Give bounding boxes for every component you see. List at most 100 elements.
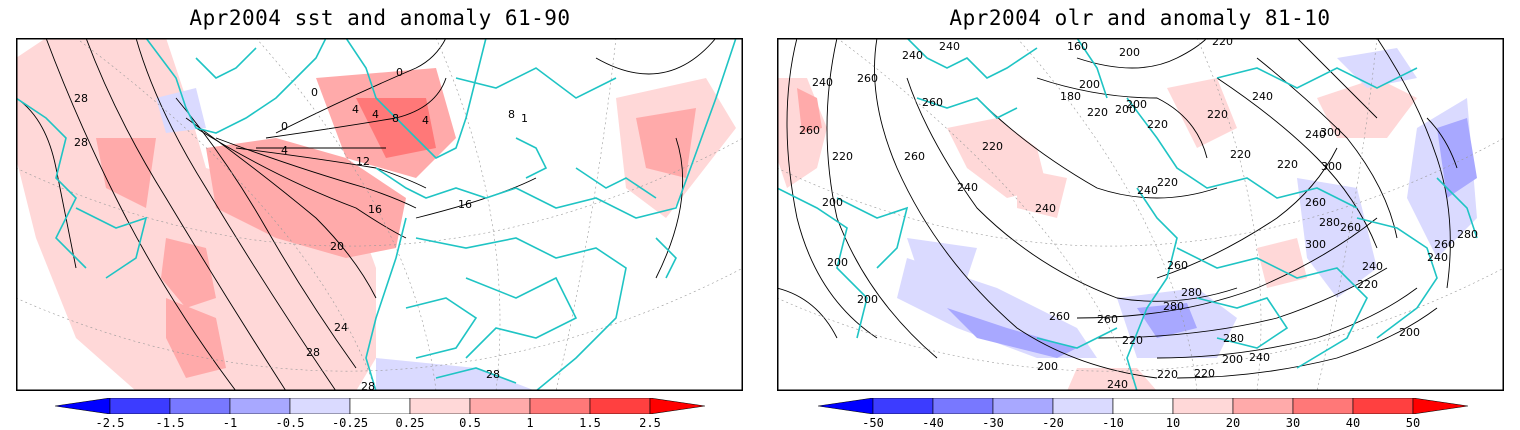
contour-label: 220 (1157, 176, 1178, 189)
colorbar-box (289, 398, 351, 414)
anomaly-area (1257, 238, 1307, 288)
contour-label: 240 (812, 76, 833, 89)
colorbar-arrow-high (649, 398, 705, 414)
contour-label: 200 (1119, 46, 1140, 59)
contour-label: 280 (1181, 286, 1202, 299)
contour-label: 240 (1362, 260, 1383, 273)
contour-label: 4 (352, 103, 359, 116)
colorbar-tick-label: -1 (222, 416, 238, 430)
contour-label: 28 (361, 380, 375, 391)
colorbar-box (1052, 398, 1114, 414)
contour-label: 8 (392, 112, 399, 125)
contour-label: 0 (396, 66, 403, 79)
contour-label: 28 (74, 92, 88, 105)
colorbar-tick-labels: -50 -40 -30 -20 -10 10 20 30 40 50 (818, 416, 1468, 430)
anomaly-area (1137, 303, 1197, 338)
colorbar-box (1352, 398, 1414, 414)
contour-label: 240 (1252, 90, 1273, 103)
contour-label: 220 (1147, 118, 1168, 131)
colorbar-box (1172, 398, 1234, 414)
colorbar-box (872, 398, 934, 414)
olr-panel: Apr2004 olr and anomaly 81-10 (760, 0, 1520, 430)
colorbar-arrow-low (55, 398, 111, 414)
colorbar-box (992, 398, 1054, 414)
contour-label: 240 (939, 40, 960, 53)
contour-label: 160 (1067, 40, 1088, 53)
contour-label: 240 (1305, 128, 1326, 141)
colorbar-tick-label: 50 (1405, 416, 1421, 430)
contour-label: 16 (368, 203, 382, 216)
colorbar (55, 398, 705, 414)
anomaly-area (206, 138, 406, 258)
colorbar-box (589, 398, 651, 414)
anomaly-area (947, 308, 1077, 358)
contour-label: 240 (902, 49, 923, 62)
colorbar-tick-label: -1.5 (155, 416, 185, 430)
anomaly-area (376, 358, 536, 391)
contour-label: 200 (827, 256, 848, 269)
anomaly-area (897, 258, 1097, 358)
colorbar-arrow-low (818, 398, 874, 414)
sst-map: 28 28 0 0 4 4 4 8 0 4 12 16 16 20 24 28 … (16, 38, 743, 391)
contour-label: 200 (1222, 353, 1243, 366)
contour-label: 24 (334, 321, 348, 334)
contour-label: 20 (330, 240, 344, 253)
contour-label: 260 (1340, 221, 1361, 234)
contour-label: 1 (521, 112, 528, 125)
colorbar-tick-label: -40 (922, 416, 944, 430)
contour-label: 260 (1167, 259, 1188, 272)
colorbar-box (469, 398, 531, 414)
contour-label: 260 (1049, 310, 1070, 323)
anomaly-area (1437, 118, 1477, 198)
colorbar-box (229, 398, 291, 414)
contour-label: 28 (74, 136, 88, 149)
colorbar-tick-label: 0.25 (395, 416, 425, 430)
anomaly-area (16, 38, 376, 391)
colorbar-box (1112, 398, 1174, 414)
contour-label: 220 (1357, 278, 1378, 291)
anomaly-area (797, 88, 822, 133)
contour-label: 28 (306, 346, 320, 359)
colorbar-tick-label: -10 (1102, 416, 1124, 430)
colorbar-tick-labels: -2.5 -1.5 -1 -0.5 -0.25 0.25 0.5 1 1.5 2.5 (55, 416, 705, 430)
contour-label: 280 (1457, 228, 1478, 241)
colorbar (818, 398, 1468, 414)
colorbar-box (529, 398, 591, 414)
contour-label: 300 (1321, 160, 1342, 173)
contour-label: 220 (832, 150, 853, 163)
contour-label: 220 (1087, 106, 1108, 119)
colorbar-tick-label: 0.5 (459, 416, 481, 430)
contour-label: 260 (922, 96, 943, 109)
colorbar-box (169, 398, 231, 414)
contour-label: 240 (1107, 378, 1128, 391)
anomaly-area (356, 98, 436, 158)
anomaly-area (161, 238, 216, 308)
colorbar-tick-label: 2.5 (639, 416, 661, 430)
contour-label: 260 (857, 72, 878, 85)
colorbar-tick-label: -0.25 (331, 416, 369, 430)
contour-label: 280 (1163, 300, 1184, 313)
contour-label: 28 (486, 368, 500, 381)
contour-label: 300 (1305, 238, 1326, 251)
contour-label: 200 (822, 196, 843, 209)
olr-map: 240 240 160 200 220 240 260 260 200 180 … (777, 38, 1504, 391)
contour-label: 200 (1037, 360, 1058, 373)
anomaly-area (1017, 168, 1067, 218)
contour-label: 220 (1277, 158, 1298, 171)
contour-label: 4 (422, 114, 429, 127)
contour-label: 180 (1060, 90, 1081, 103)
sst-panel: Apr2004 sst and anomaly 61-90 (16, 6, 743, 430)
anomaly-area (1337, 48, 1417, 88)
colorbar-tick-label: 1 (526, 416, 534, 430)
contour-label: 240 (1137, 184, 1158, 197)
contour-label: 280 (1223, 332, 1244, 345)
colorbar-tick-label: 20 (1225, 416, 1241, 430)
contour-label: 200 (1399, 326, 1420, 339)
contour-label: 220 (1207, 108, 1228, 121)
contour-label: 300 (1320, 126, 1341, 139)
contour-label: 240 (1035, 202, 1056, 215)
anomaly-area (166, 298, 226, 378)
colorbar-box (349, 398, 411, 414)
contour-label: 4 (281, 144, 288, 157)
anomaly-area (1167, 78, 1237, 148)
